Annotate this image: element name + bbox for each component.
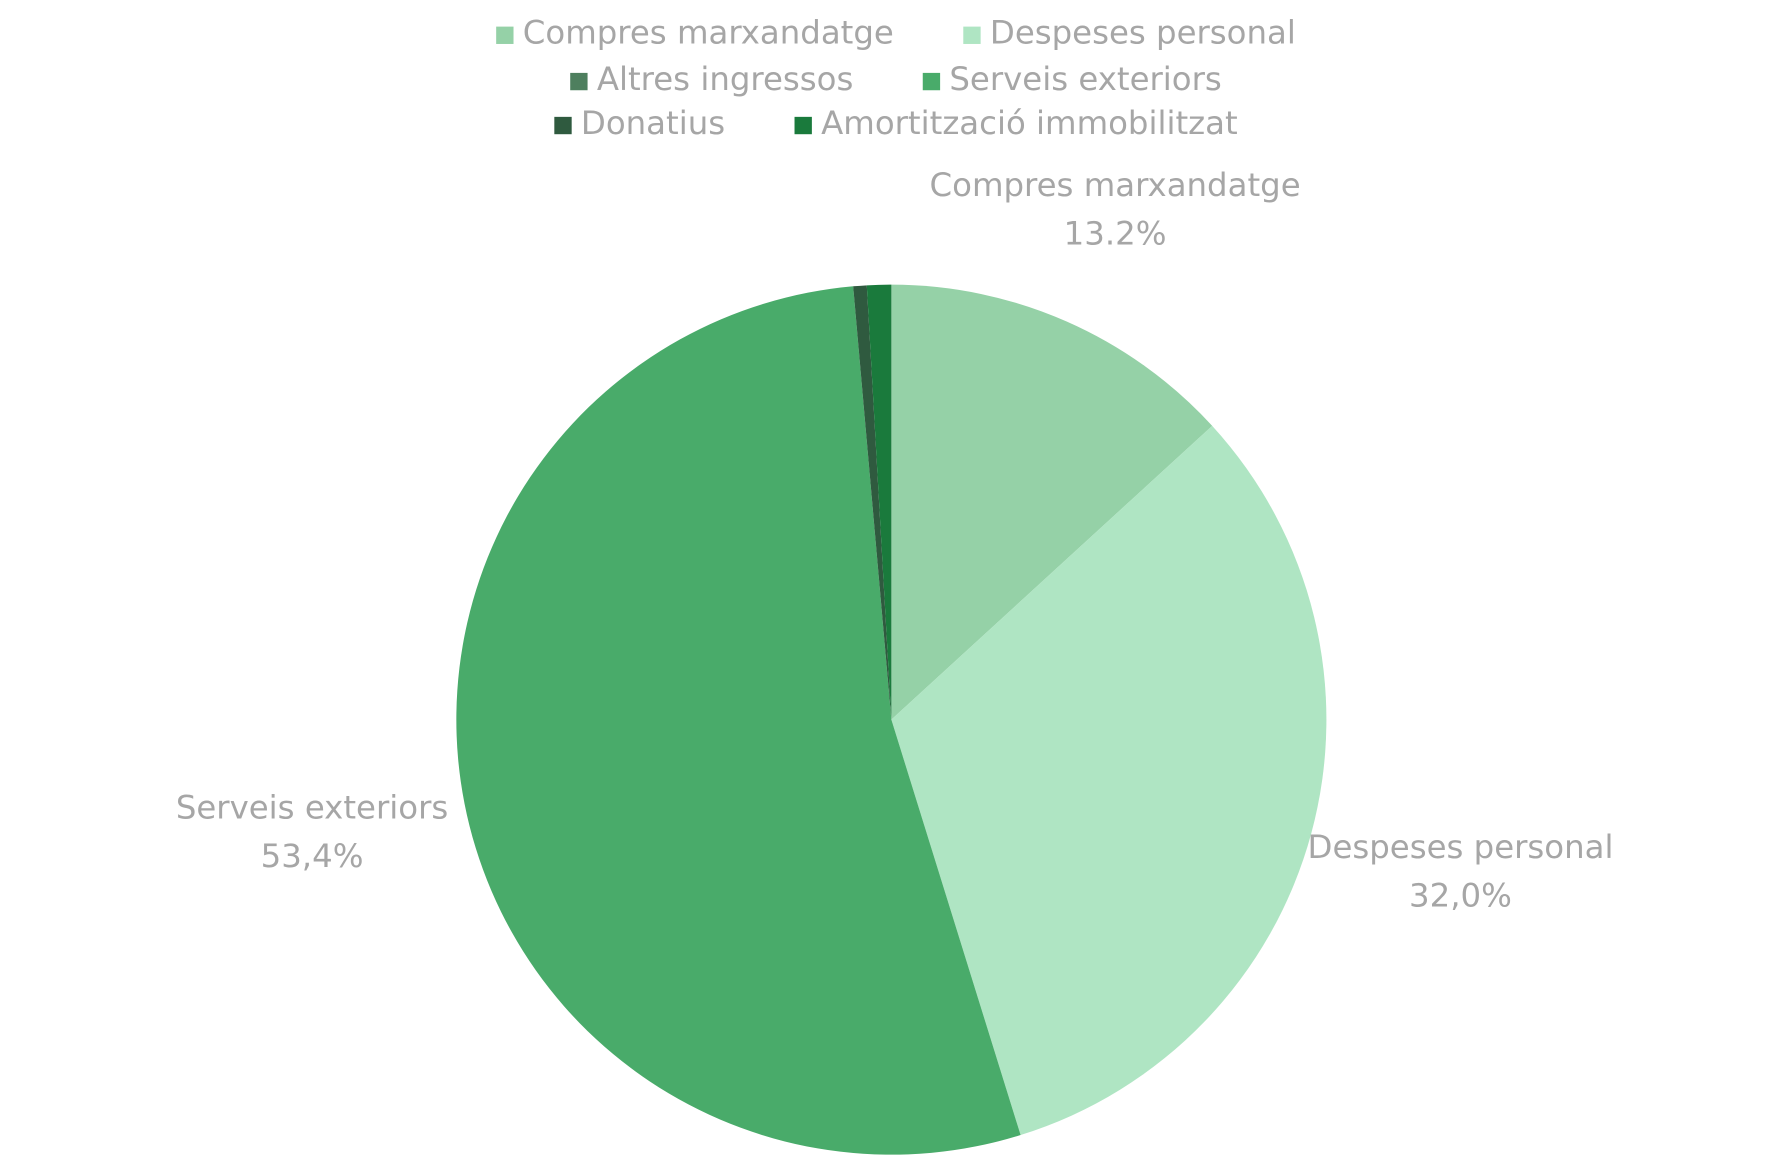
legend-swatch [496,26,514,44]
pie-slice [866,284,892,720]
legend-row: Altres ingressos Serveis exteriors [570,60,1222,98]
slice-category-label: Compres marxandatge [930,166,1301,204]
legend-label: Amortització immobilitzat [821,104,1238,142]
legend-swatch [554,116,572,135]
legend-row: Compres marxandatge Despeses personal [496,14,1296,52]
slice-value-label: 53,4% [261,837,364,875]
legend-label: Altres ingressos [597,60,854,98]
legend-label: Donatius [581,104,725,142]
pie-slice [891,425,1327,1136]
legend-swatch [922,72,941,91]
slice-value-label: 13.2% [1064,215,1167,253]
slice-value-label: 32,0% [1409,877,1512,915]
legend-label: Serveis exteriors [949,60,1221,98]
legend-label: Compres marxandatge [523,14,894,52]
slice-category-label: Serveis exteriors [176,789,448,827]
pie-slice [853,285,892,720]
pie-slice [891,284,1213,720]
legend-swatch [963,26,981,44]
slice-category-label: Despeses personal [1308,828,1614,866]
legend-row: Donatius Amortització immobilitzat [554,104,1238,142]
legend-label: Despeses personal [990,14,1296,52]
legend-swatch [570,72,588,91]
pie-slice [456,286,1021,1155]
legend-swatch [794,116,812,135]
